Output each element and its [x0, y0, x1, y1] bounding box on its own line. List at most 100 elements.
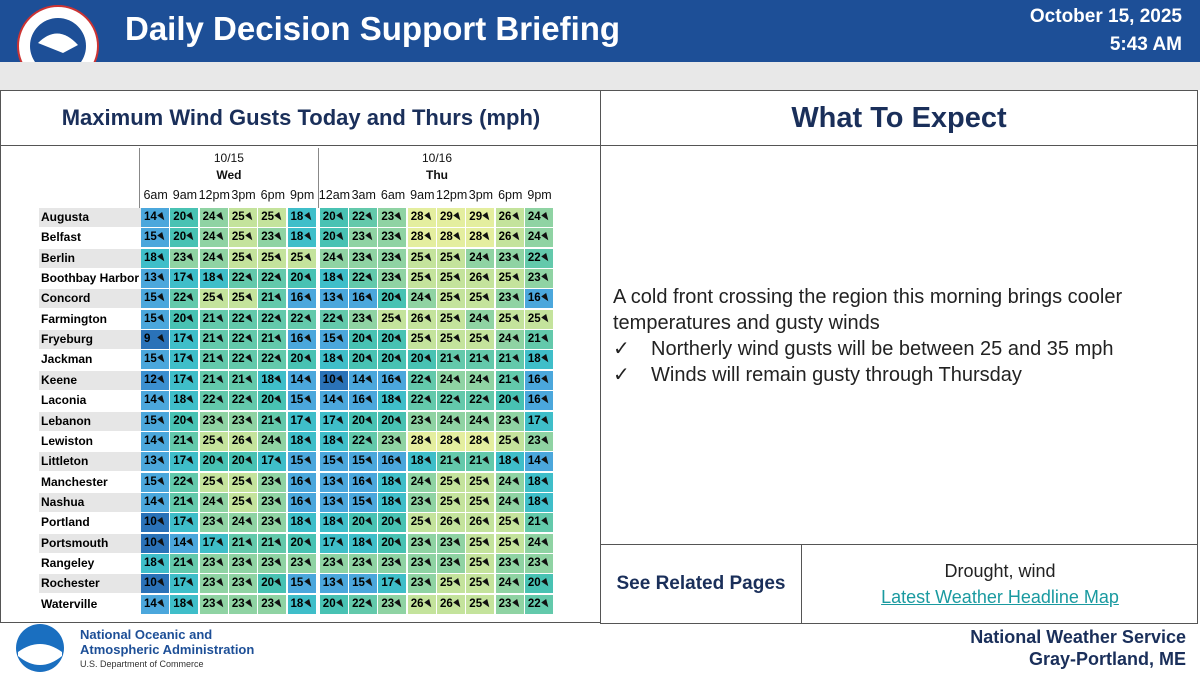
- gust-cell: 15: [349, 452, 379, 472]
- gust-cell: 21: [228, 370, 258, 390]
- gust-cell: 17: [170, 513, 200, 533]
- gust-cell: 24: [524, 208, 554, 227]
- gust-cell: 24: [199, 228, 229, 248]
- gust-cell: 25: [524, 309, 554, 329]
- gust-cell: 15: [141, 350, 170, 370]
- related-link[interactable]: Latest Weather Headline Map: [881, 587, 1119, 607]
- header-date: October 15, 2025: [1029, 6, 1182, 27]
- gust-cell: 17: [199, 533, 229, 553]
- time-label: 9am: [172, 188, 198, 202]
- gust-cell: 21: [199, 350, 229, 370]
- gust-cell: 20: [170, 208, 200, 227]
- gust-cell: 23: [378, 594, 408, 614]
- gust-cell: 14: [349, 370, 379, 390]
- gust-cell: 18: [524, 350, 554, 370]
- location-name: Portsmouth: [39, 533, 143, 553]
- gust-cell: 26: [407, 594, 437, 614]
- gust-cell: 20: [378, 513, 408, 533]
- gust-cell: 25: [466, 289, 496, 309]
- gust-cell: 21: [199, 370, 229, 390]
- gust-cell: 23: [407, 574, 437, 594]
- gust-cell: 9: [141, 330, 170, 350]
- gust-cell: 24: [199, 492, 229, 512]
- gust-cell: 18: [287, 431, 317, 451]
- gust-cell: 23: [524, 553, 554, 573]
- gust-cell: 23: [349, 248, 379, 268]
- gust-cell: 15: [349, 492, 379, 512]
- office-line: Gray-Portland, ME: [1028, 649, 1186, 669]
- gust-cell: 26: [466, 513, 496, 533]
- gust-cell: 23: [170, 248, 200, 268]
- gust-cell: 24: [495, 472, 525, 492]
- gust-cell: 25: [407, 269, 437, 289]
- gust-cell: 15: [287, 391, 317, 411]
- gust-cell: 18: [170, 594, 200, 614]
- gust-cell: 25: [228, 228, 258, 248]
- gust-cell: 22: [466, 391, 496, 411]
- time-label: 6pm: [260, 188, 285, 202]
- gust-cell: 23: [228, 594, 258, 614]
- noaa-logo: [16, 624, 64, 672]
- gust-cell: 20: [319, 208, 349, 227]
- location-name: Lebanon: [39, 411, 143, 431]
- gust-cell: 28: [437, 431, 466, 451]
- gust-cell: 17: [378, 574, 408, 594]
- gust-cell: 23: [437, 533, 466, 553]
- gust-cell: 16: [524, 370, 554, 390]
- noaa-line: National Oceanic and: [80, 627, 213, 642]
- gust-cell: 23: [378, 553, 408, 573]
- gust-cell: 18: [141, 248, 170, 268]
- gust-cell: 22: [287, 309, 317, 329]
- gust-cell: 26: [466, 269, 496, 289]
- gust-cell: 20: [407, 350, 437, 370]
- gust-cell: 25: [437, 574, 466, 594]
- gust-cell: 16: [287, 492, 317, 512]
- gust-cell: 15: [141, 411, 170, 431]
- gust-cell: 25: [199, 431, 229, 451]
- gust-cell: 16: [349, 289, 379, 309]
- noaa-dept: U.S. Department of Commerce: [80, 659, 204, 669]
- gust-cell: 16: [287, 330, 317, 350]
- gust-cell: 21: [466, 452, 496, 472]
- gust-cell: 20: [287, 350, 317, 370]
- gust-cell: 22: [258, 269, 288, 289]
- gust-cell: 22: [228, 391, 258, 411]
- gust-cell: 14: [319, 391, 349, 411]
- gust-cell: 18: [141, 553, 170, 573]
- gust-cell: 21: [199, 309, 229, 329]
- header-time: 5:43 AM: [1109, 34, 1182, 55]
- bullet: ✓ Winds will remain gusty through Thursda…: [613, 364, 1022, 386]
- time-label: 12pm: [198, 188, 230, 202]
- gust-cell: 16: [524, 391, 554, 411]
- gust-cell: 25: [287, 248, 317, 268]
- gust-cell: 14: [524, 452, 554, 472]
- gust-cell: 20: [378, 350, 408, 370]
- divider-strip: [0, 62, 1200, 90]
- gust-cell: 25: [466, 553, 496, 573]
- gust-cell: 25: [228, 248, 258, 268]
- location-name: Waterville: [39, 594, 143, 614]
- gust-cell: 24: [466, 309, 496, 329]
- location-name: Berlin: [39, 248, 143, 268]
- gust-cell: 20: [170, 411, 200, 431]
- gust-cell: 24: [319, 248, 349, 268]
- gust-cell: 18: [319, 350, 349, 370]
- gust-cell: 25: [407, 330, 437, 350]
- gust-cell: 23: [287, 553, 317, 573]
- gust-cell: 24: [407, 289, 437, 309]
- gust-cell: 25: [466, 533, 496, 553]
- gust-cell: 16: [349, 391, 379, 411]
- left-title: Maximum Wind Gusts Today and Thurs (mph): [61, 105, 541, 130]
- check-icon: ✓: [613, 338, 630, 360]
- gust-cell: 18: [378, 472, 408, 492]
- office-line: National Weather Service: [970, 627, 1186, 647]
- gust-cell: 28: [407, 208, 437, 227]
- gust-cell: 17: [258, 452, 288, 472]
- gust-cell: 23: [378, 248, 408, 268]
- gust-cell: 17: [287, 411, 317, 431]
- gust-cell: 22: [349, 269, 379, 289]
- gust-cell: 23: [258, 472, 288, 492]
- gust-cell: 18: [407, 452, 437, 472]
- gust-cell: 25: [258, 248, 288, 268]
